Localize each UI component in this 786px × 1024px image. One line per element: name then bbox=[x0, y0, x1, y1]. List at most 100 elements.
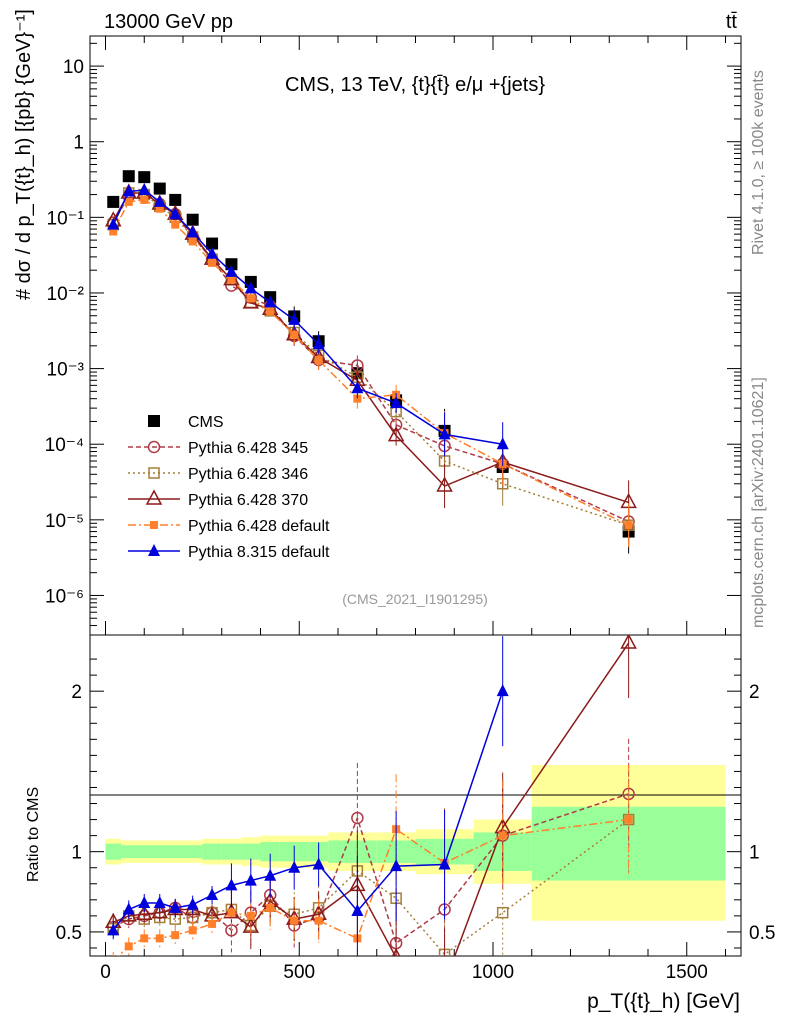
legend-item-pythia-6-428-346: Pythia 6.428 346 bbox=[128, 466, 308, 483]
band-inner-segment bbox=[136, 845, 152, 859]
data-point bbox=[140, 195, 149, 204]
main-y-label-text: # dσ / d p_T({t}_h) [{pb} {GeV}⁻¹] bbox=[13, 9, 35, 300]
main-ytick-label: 10⁻¹ bbox=[47, 208, 85, 229]
legend-item-pythia-6-428-default: Pythia 6.428 default bbox=[128, 518, 330, 535]
ratio-point bbox=[244, 873, 257, 886]
ratio-series-group bbox=[104, 635, 637, 988]
legend-marker bbox=[148, 544, 160, 556]
ratio-point bbox=[438, 975, 452, 988]
band-inner-segment bbox=[202, 843, 222, 860]
data-point bbox=[351, 381, 364, 394]
data-point bbox=[208, 258, 217, 267]
data-point bbox=[186, 213, 199, 226]
legend-label: Pythia 8.315 default bbox=[188, 544, 330, 561]
main-ytick-label: 10⁻³ bbox=[47, 360, 85, 381]
data-point bbox=[353, 394, 362, 403]
data-point bbox=[390, 396, 403, 409]
main-ytick-label: 10⁻² bbox=[47, 284, 85, 305]
main-y-axis-label: # dσ / d p_T({t}_h) [{pb} {GeV}⁻¹] bbox=[13, 9, 35, 300]
band-inner-segment bbox=[152, 845, 168, 859]
ratio-point bbox=[438, 857, 451, 870]
xtick-label: 0 bbox=[100, 962, 111, 983]
data-point bbox=[169, 207, 182, 220]
data-point bbox=[288, 312, 301, 325]
ratio-ytick-label: 1 bbox=[71, 843, 82, 864]
ratio-point bbox=[225, 878, 238, 891]
data-point bbox=[206, 237, 219, 250]
data-point bbox=[436, 476, 453, 492]
data-point bbox=[186, 225, 199, 238]
main-ytick-label: 10 bbox=[63, 57, 84, 78]
xtick-label: 1500 bbox=[666, 962, 708, 983]
series-pythia-8-315-default bbox=[107, 182, 509, 467]
ratio-point bbox=[140, 934, 149, 943]
ratio-point bbox=[169, 900, 182, 913]
analysis-watermark: (CMS_2021_I1901295) bbox=[342, 591, 488, 607]
ratio-axis-ticks: 0.5 0.5 1 1 2 2 0 500 1000 1500 bbox=[56, 658, 775, 983]
ratio-ytick-label-right: 1 bbox=[749, 843, 760, 864]
ratio-ytick-label-right: 2 bbox=[749, 682, 760, 703]
series-pythia-6-428-370 bbox=[104, 183, 637, 525]
data-point bbox=[438, 427, 451, 440]
ratio-point bbox=[124, 942, 133, 951]
band-inner-segment bbox=[260, 842, 280, 862]
xtick-label: 1000 bbox=[472, 962, 514, 983]
main-ytick-label: 10⁻⁵ bbox=[45, 511, 84, 532]
series-pythia-6-428-345 bbox=[107, 188, 635, 544]
ratio-line-pythia-8-315-default bbox=[112, 690, 504, 931]
legend-item-cms: CMS bbox=[148, 414, 224, 431]
data-point bbox=[314, 355, 323, 364]
series-line-pythia-6-428-370 bbox=[112, 192, 629, 504]
legend-label: Pythia 6.428 370 bbox=[188, 492, 308, 509]
ratio-point bbox=[188, 926, 197, 935]
data-point bbox=[227, 275, 236, 284]
mcplots-label: mcplots.cern.ch [arXiv:2401.10621] bbox=[750, 377, 767, 628]
ratio-point bbox=[153, 896, 166, 909]
main-ytick-label: 10⁻⁶ bbox=[45, 586, 84, 607]
ratio-point bbox=[624, 815, 633, 824]
ratio-point bbox=[266, 903, 275, 912]
band-inner-segment bbox=[105, 843, 121, 860]
legend-marker bbox=[148, 467, 160, 479]
ratio-point bbox=[498, 831, 507, 840]
ratio-point bbox=[206, 888, 219, 901]
data-point bbox=[122, 170, 135, 183]
data-point bbox=[138, 182, 151, 195]
main-series-group bbox=[104, 170, 637, 554]
data-point bbox=[225, 264, 238, 277]
data-point bbox=[290, 330, 299, 339]
rivet-label: Rivet 4.1.0, ≥ 100k events bbox=[750, 70, 767, 255]
ratio-point bbox=[138, 896, 151, 909]
data-point bbox=[246, 294, 255, 303]
data-point bbox=[155, 204, 164, 213]
band-inner-segment bbox=[221, 843, 242, 860]
band-inner-segment bbox=[241, 843, 261, 860]
data-point bbox=[264, 295, 277, 308]
header-left: 13000 GeV pp bbox=[104, 11, 233, 33]
data-point bbox=[169, 193, 182, 206]
data-point bbox=[266, 307, 275, 316]
data-point bbox=[624, 521, 633, 530]
ratio-ytick-label: 2 bbox=[71, 682, 82, 703]
data-point bbox=[153, 182, 166, 195]
legend-label: Pythia 6.428 346 bbox=[188, 466, 308, 483]
legend-label: CMS bbox=[188, 414, 224, 431]
ratio-point bbox=[171, 931, 180, 940]
data-point bbox=[107, 217, 120, 230]
ratio-point bbox=[208, 919, 217, 928]
data-point bbox=[496, 437, 509, 450]
legend-item-pythia-6-428-345: Pythia 6.428 345 bbox=[128, 440, 308, 457]
x-axis-label: p_T({t}_h) [GeV] bbox=[587, 990, 740, 1013]
data-point bbox=[206, 246, 219, 259]
ratio-point bbox=[151, 903, 169, 919]
ratio-point bbox=[227, 908, 236, 917]
ratio-y-label: Ratio to CMS bbox=[25, 787, 42, 882]
main-ytick-label: 1 bbox=[73, 133, 84, 154]
data-point bbox=[107, 195, 120, 208]
ratio-point bbox=[107, 923, 120, 936]
ratio-point bbox=[312, 857, 325, 870]
ratio-point bbox=[246, 911, 255, 920]
ratio-point bbox=[122, 902, 135, 915]
legend-item-pythia-6-428-370: Pythia 6.428 370 bbox=[128, 489, 308, 509]
data-point bbox=[153, 194, 166, 207]
